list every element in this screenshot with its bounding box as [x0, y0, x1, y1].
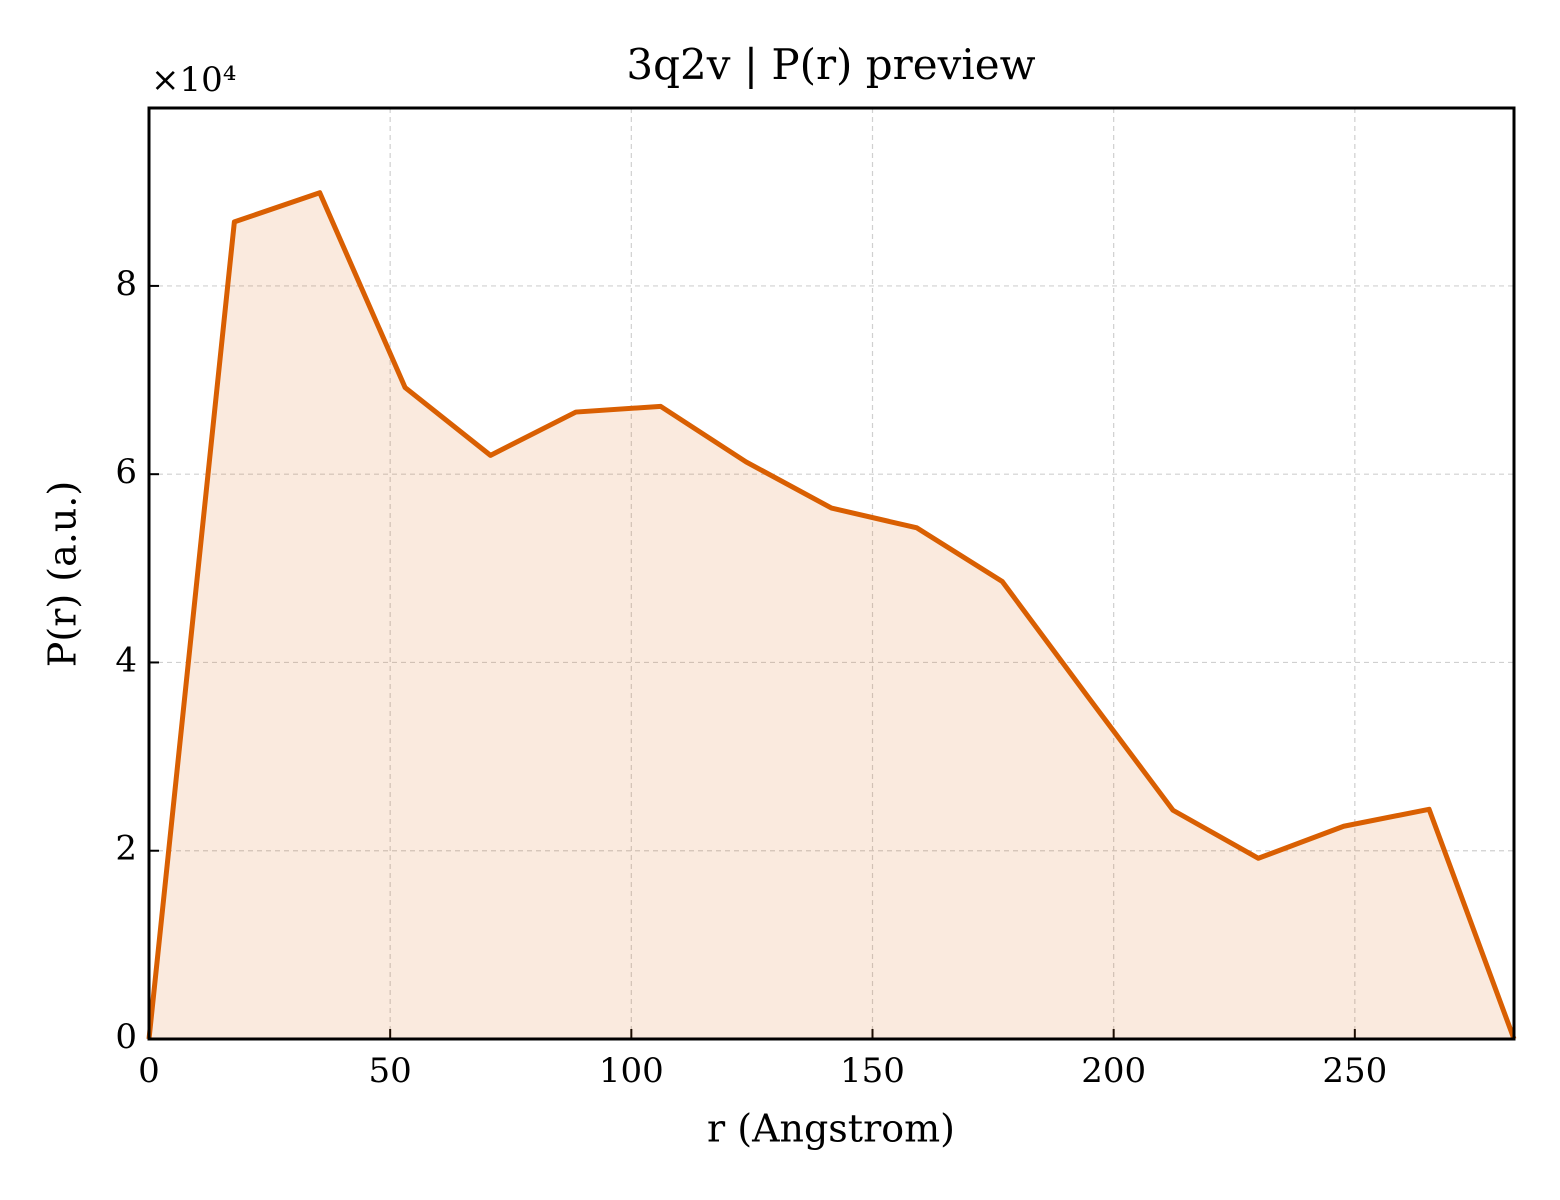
x-tick-label: 150	[840, 1051, 905, 1091]
y-axis-label: P(r) (a.u.)	[41, 481, 85, 667]
y-tick-label: 8	[115, 264, 137, 304]
x-tick-label: 200	[1081, 1051, 1146, 1091]
x-tick-label: 50	[369, 1051, 412, 1091]
y-offset-text: ×10⁴	[151, 60, 236, 100]
line	[146, 190, 1517, 1040]
x-axis-label: r (Angstrom)	[707, 1107, 955, 1151]
chart-title: 3q2v | P(r) preview	[626, 40, 1035, 89]
plot-frame	[147, 106, 1516, 1041]
y-tick-label: 0	[115, 1017, 137, 1057]
y-tick-label: 2	[115, 829, 137, 869]
x-tick-label: 250	[1322, 1051, 1387, 1091]
x-tick-label: 0	[138, 1051, 160, 1091]
y-tick-label: 6	[115, 452, 137, 492]
x-tick-label: 100	[599, 1051, 664, 1091]
area	[149, 192, 1514, 1040]
y-tick-label: 4	[115, 640, 137, 680]
